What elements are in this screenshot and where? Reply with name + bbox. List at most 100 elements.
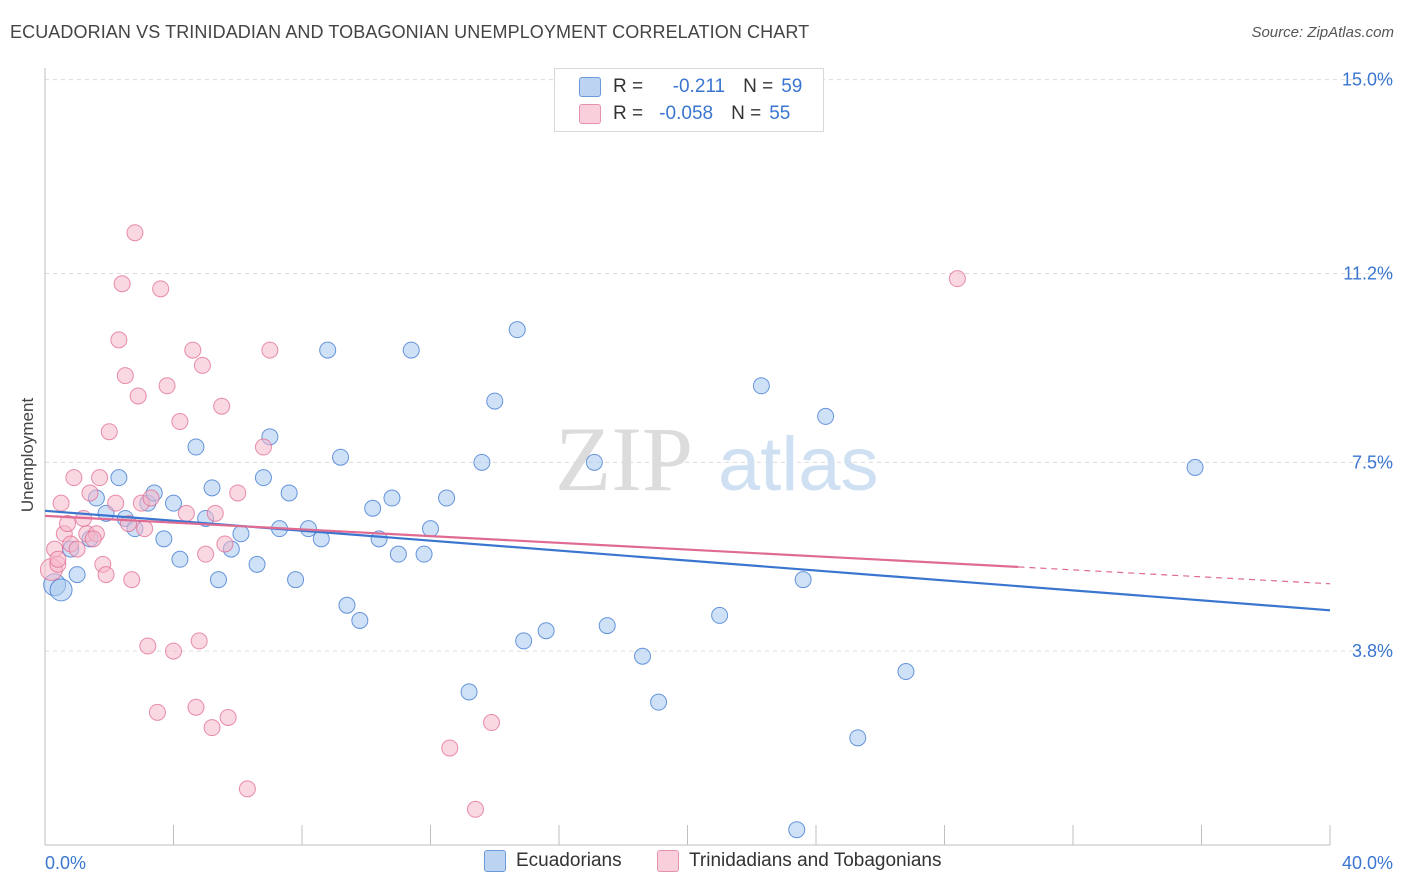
ecuadorians-point: [171, 550, 189, 568]
source-credit: Source: ZipAtlas.com: [1251, 24, 1394, 41]
trinidadians-point: [441, 739, 459, 757]
trinidadians-point: [254, 438, 272, 456]
trinidadians-point: [136, 520, 154, 538]
trinidadians-point: [466, 800, 484, 818]
legend-r-label: R =: [613, 76, 644, 97]
watermark-atlas: atlas: [718, 422, 879, 507]
ecuadorians-point: [460, 683, 478, 701]
y-tick-label: 11.2%: [1343, 264, 1393, 284]
ecuadorians-point: [1186, 458, 1204, 476]
trinidadians-point: [126, 224, 144, 242]
ecuadorians-point: [473, 453, 491, 471]
trinidadians-point: [100, 423, 118, 441]
trinidadians-point: [216, 535, 234, 553]
stats-legend: R = -0.211 N = 59 R = -0.058 N = 55: [554, 68, 824, 132]
trinidadians-point: [219, 708, 237, 726]
ecuadorians-point: [187, 438, 205, 456]
ecuadorians-point: [422, 520, 439, 538]
trinidadians-point: [165, 642, 182, 660]
ecuadorians-point: [817, 407, 835, 425]
legend-n-value: 59: [781, 76, 803, 97]
ecuadorians-point: [155, 530, 173, 548]
legend-r-value: -0.058: [659, 103, 714, 124]
legend-label-trinidadians: Trinidadians and Tobagonians: [689, 850, 942, 871]
ecuadorians-point: [752, 377, 770, 395]
ecuadorians-point: [415, 545, 433, 563]
ecuadorians-point: [370, 530, 388, 548]
trinidadians-point: [229, 484, 247, 502]
ecuadorians-point: [794, 571, 812, 589]
ecuadorians-point: [634, 647, 652, 665]
trinidadians-point: [81, 484, 99, 502]
ecuadorians-point: [248, 555, 266, 573]
legend-r-value: -0.211: [672, 76, 726, 97]
trinidadians-point: [116, 367, 134, 385]
trinidadians-point: [261, 341, 279, 359]
ecuadorians-point: [209, 571, 227, 589]
watermark-zip: ZIP: [555, 408, 693, 510]
ecuadorians-point: [165, 494, 182, 512]
ecuadorians-point: [338, 596, 356, 614]
ecuadorians-point: [515, 632, 533, 650]
ecuadorians-point: [897, 663, 915, 681]
trend-line-extension: [1018, 566, 1331, 585]
legend-row-trinidadians: R = -0.058 N = 55: [579, 102, 790, 126]
trinidadians-points: [39, 224, 966, 818]
trend-line-trinidadians: [44, 514, 1019, 569]
ecuadorians-point: [711, 606, 729, 624]
chart-title: ECUADORIAN VS TRINIDADIAN AND TOBAGONIAN…: [10, 22, 810, 42]
legend-swatch-ecuadorians: [579, 77, 601, 97]
trinidadians-point: [152, 280, 170, 298]
trinidadians-point: [158, 377, 176, 395]
ecuadorians-point: [68, 566, 86, 584]
watermark: ZIP atlas: [555, 408, 879, 510]
trinidadians-point: [107, 494, 125, 512]
legend-item-ecuadorians: Ecuadorians: [484, 850, 622, 872]
ecuadorians-point: [364, 499, 382, 517]
trinidadians-point: [171, 413, 189, 431]
trinidadians-point: [177, 504, 195, 522]
ecuadorians-point: [402, 341, 420, 359]
grid-lines: [45, 79, 1392, 652]
trinidadians-point: [238, 780, 256, 798]
trinidadians-point: [97, 566, 115, 584]
ecuadorians-point: [585, 453, 603, 471]
trinidadians-point: [206, 504, 224, 522]
trinidadians-point: [142, 489, 160, 507]
legend-n-label: N =: [731, 103, 762, 124]
x-tick-label: 40.0%: [1342, 853, 1393, 873]
x-tick-label: 0.0%: [45, 853, 86, 873]
ecuadorians-point: [203, 479, 221, 497]
ecuadorians-point: [438, 489, 456, 507]
trinidadians-point: [123, 571, 141, 589]
trinidadians-point: [113, 275, 131, 293]
series-legend: Ecuadorians Trinidadians and Tobagonians: [0, 850, 1406, 878]
trinidadians-point: [148, 703, 166, 721]
ecuadorians-point: [319, 341, 337, 359]
legend-label-ecuadorians: Ecuadorians: [516, 850, 622, 871]
trinidadians-point: [91, 469, 109, 487]
trinidadians-point: [52, 494, 70, 512]
ecuadorians-point: [650, 693, 668, 711]
ecuadorians-point: [389, 545, 407, 563]
legend-swatch-trinidadians: [579, 104, 601, 124]
legend-n-value: 55: [769, 103, 791, 124]
trinidadians-point: [190, 632, 208, 650]
tick-labels: 3.8% 7.5% 11.2% 15.0% 0.0% 40.0%: [45, 70, 1393, 873]
legend-item-trinidadians: Trinidadians and Tobagonians: [657, 850, 941, 872]
trinidadians-point: [58, 515, 76, 533]
legend-r-label: R =: [613, 103, 644, 124]
axes: [44, 68, 1331, 846]
trinidadians-point: [187, 698, 205, 716]
y-tick-label: 3.8%: [1352, 641, 1393, 661]
ecuadorians-point: [49, 578, 73, 602]
trinidadians-point: [49, 550, 67, 568]
y-tick-label: 15.0%: [1342, 70, 1393, 90]
ecuadorians-point: [332, 448, 350, 466]
trinidadians-point: [193, 356, 211, 374]
ecuadorians-point: [110, 469, 128, 487]
ecuadorians-point: [232, 525, 250, 543]
legend-n-label: N =: [743, 76, 774, 97]
ecuadorians-point: [351, 612, 369, 630]
trinidadians-point: [197, 545, 215, 563]
